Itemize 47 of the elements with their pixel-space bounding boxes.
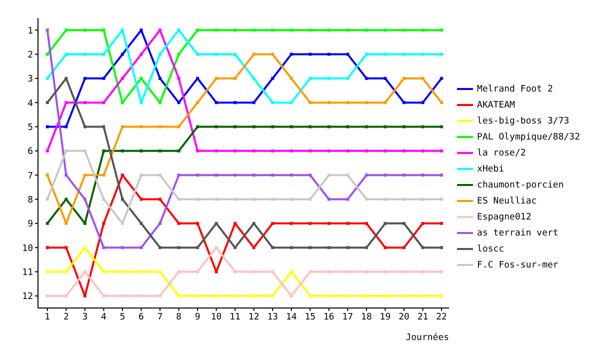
y-tick-label: 10: [22, 244, 33, 254]
x-tick-label: 11: [230, 312, 240, 322]
legend-label: la rose/2: [477, 148, 526, 158]
x-tick-label: 13: [267, 312, 278, 322]
x-tick-label: 15: [304, 312, 316, 322]
legend-label: Espagne012: [477, 212, 532, 222]
x-tick-label: 6: [138, 312, 144, 322]
y-tick-label: 7: [28, 171, 33, 182]
x-tick-label: 3: [82, 312, 88, 322]
legend-label: PAL Olympique/88/32: [477, 132, 580, 142]
x-tick-label: 2: [63, 312, 69, 322]
x-tick-label: 22: [436, 312, 447, 322]
y-tick-label: 1: [28, 26, 33, 36]
legend-label: xHebi: [477, 164, 504, 174]
y-tick-label: 5: [28, 122, 33, 133]
x-tick-label: 18: [361, 312, 372, 322]
legend-label: as terrain vert: [477, 228, 558, 238]
y-tick-label: 3: [28, 74, 33, 85]
x-tick-label: 5: [120, 312, 126, 322]
y-tick-label: 6: [28, 147, 33, 158]
y-tick-label: 4: [28, 98, 33, 109]
y-tick-label: 12: [22, 292, 33, 302]
legend-label: ES Neulliac: [477, 196, 537, 206]
x-axis-title: Journées: [406, 332, 450, 343]
y-tick-label: 2: [28, 50, 33, 60]
legend-label: les-big-boss 3/73: [477, 116, 570, 126]
x-tick-label: 14: [286, 312, 297, 322]
legend-label: chaumont-porcien: [477, 180, 564, 190]
x-tick-label: 4: [100, 312, 106, 322]
legend-label: loscc: [477, 244, 504, 254]
x-tick-label: 19: [380, 312, 391, 322]
x-tick-label: 9: [194, 312, 200, 322]
x-tick-label: 17: [342, 312, 354, 322]
x-tick-label: 10: [210, 312, 222, 322]
x-tick-label: 7: [157, 312, 163, 322]
legend-label: Melrand Foot 2: [477, 84, 553, 94]
y-tick-label: 8: [28, 195, 33, 206]
x-tick-label: 1: [44, 312, 50, 322]
x-tick-label: 16: [324, 312, 334, 322]
x-tick-label: 12: [248, 312, 260, 322]
x-tick-label: 8: [176, 312, 182, 322]
y-tick-label: 11: [22, 268, 33, 278]
legend-label: AKATEAM: [477, 100, 515, 110]
x-tick-label: 21: [417, 312, 428, 322]
legend-label: F.C Fos-sur-mer: [477, 260, 558, 270]
x-tick-label: 20: [398, 312, 410, 322]
y-tick-label: 9: [28, 220, 33, 230]
